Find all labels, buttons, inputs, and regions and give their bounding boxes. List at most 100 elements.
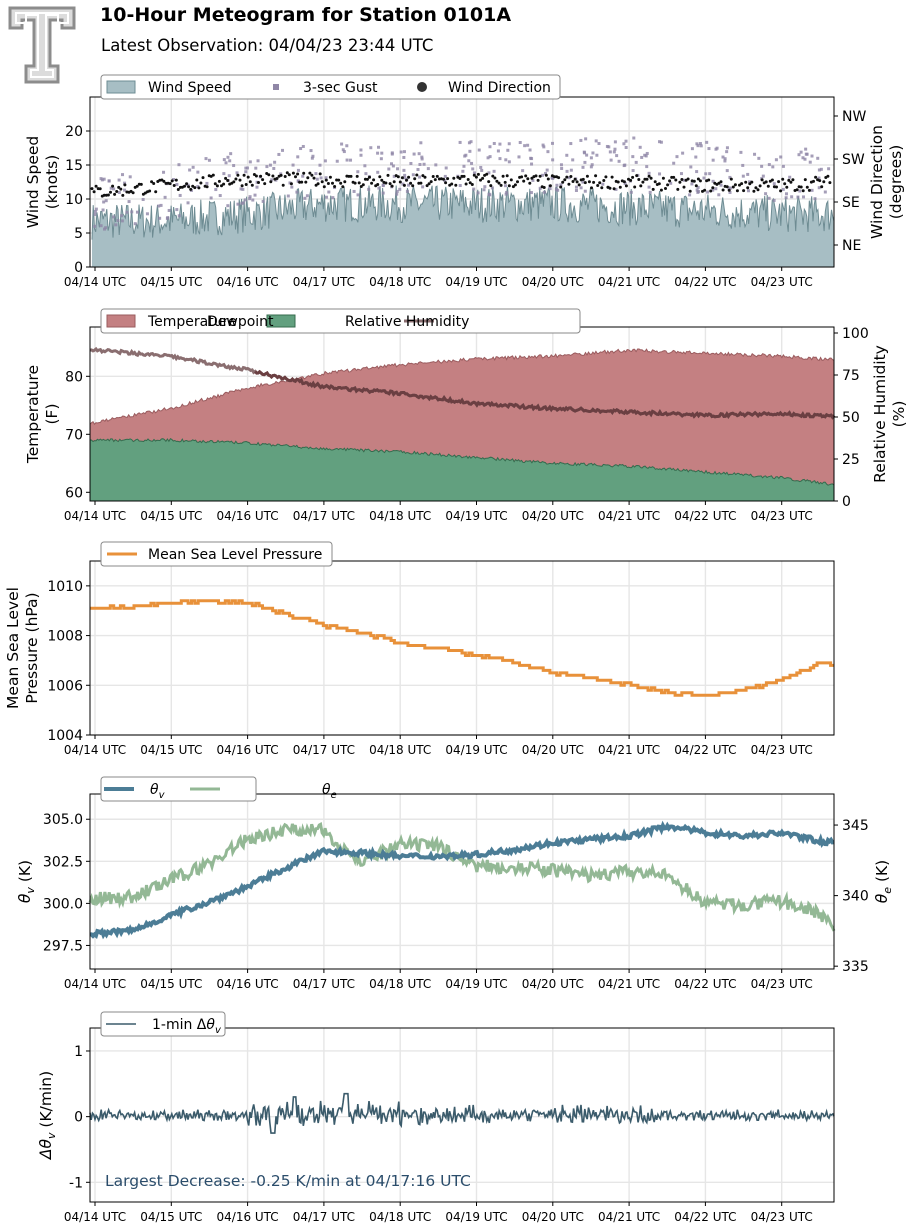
direction-point bbox=[485, 172, 489, 176]
direction-point bbox=[820, 185, 824, 189]
x-tick-label: 04/19 UTC bbox=[445, 275, 507, 289]
label-unit: (K) bbox=[16, 860, 34, 887]
gust-point bbox=[128, 175, 132, 179]
gust-point bbox=[523, 144, 527, 148]
gust-point bbox=[788, 175, 792, 179]
gust-point bbox=[102, 177, 106, 181]
gust-point bbox=[728, 175, 732, 179]
x-tick-label: 04/23 UTC bbox=[751, 509, 813, 523]
gust-point bbox=[99, 177, 103, 181]
direction-point bbox=[682, 185, 686, 189]
x-tick-label: 04/15 UTC bbox=[140, 743, 202, 757]
direction-point bbox=[304, 180, 308, 184]
gust-point bbox=[402, 168, 406, 172]
gust-point bbox=[469, 140, 473, 144]
gust-point bbox=[226, 155, 230, 159]
gust-point bbox=[363, 164, 367, 168]
direction-point bbox=[287, 173, 291, 177]
direction-point bbox=[337, 178, 341, 182]
y-tick-label: 1006 bbox=[47, 678, 83, 694]
y2-tick-label: SW bbox=[842, 152, 865, 168]
direction-point bbox=[766, 184, 770, 188]
gust-point bbox=[803, 157, 807, 161]
gust-point bbox=[407, 183, 411, 187]
direction-point bbox=[312, 176, 316, 180]
direction-point bbox=[565, 175, 569, 179]
gust-point bbox=[123, 188, 127, 192]
gust-point bbox=[395, 189, 399, 193]
direction-point bbox=[378, 175, 382, 179]
y2-tick-label: NE bbox=[842, 238, 861, 254]
gust-point bbox=[717, 193, 721, 197]
gust-point bbox=[399, 150, 403, 154]
direction-point bbox=[503, 180, 507, 184]
y-axis-label: Temperature(F) bbox=[24, 365, 61, 464]
gust-point bbox=[542, 190, 546, 194]
direction-point bbox=[583, 181, 587, 185]
legend-label: Relative Humidity bbox=[345, 314, 469, 330]
direction-point bbox=[250, 183, 254, 187]
gust-point bbox=[694, 155, 698, 159]
gust-point bbox=[672, 161, 676, 165]
gust-point bbox=[581, 180, 585, 184]
gust-point bbox=[490, 186, 494, 190]
direction-point bbox=[807, 188, 811, 192]
gust-point bbox=[477, 148, 481, 152]
gust-point bbox=[93, 209, 97, 213]
direction-point bbox=[717, 181, 721, 185]
gust-point bbox=[236, 202, 240, 206]
direction-point bbox=[240, 184, 244, 188]
gust-point bbox=[723, 159, 727, 163]
gust-point bbox=[214, 188, 218, 192]
legend-label: 1-min Δθv bbox=[152, 1017, 222, 1036]
gust-point bbox=[589, 156, 593, 160]
gust-point bbox=[517, 155, 521, 159]
panel-1: 0 5 10 15 20 NE SE SW NW 04/14 UTC 04/15 UTC 04/16 … bbox=[24, 74, 905, 289]
gust-point bbox=[256, 159, 260, 163]
direction-point bbox=[392, 180, 396, 184]
plot-border bbox=[89, 1027, 835, 1203]
direction-point bbox=[300, 180, 304, 184]
gust-point bbox=[559, 163, 563, 167]
gust-point bbox=[218, 194, 222, 198]
plot-border bbox=[89, 793, 835, 970]
direction-point bbox=[678, 180, 682, 184]
gust-point bbox=[248, 197, 252, 201]
direction-point bbox=[308, 171, 312, 175]
gust-point bbox=[377, 145, 381, 149]
direction-point bbox=[172, 184, 176, 187]
x-tick-label: 04/16 UTC bbox=[217, 509, 279, 523]
gust-point bbox=[398, 187, 402, 191]
gust-point bbox=[583, 160, 587, 164]
gust-point bbox=[531, 178, 535, 182]
gust-point bbox=[341, 148, 345, 152]
dewpoint-area bbox=[90, 438, 834, 501]
direction-point bbox=[154, 190, 158, 194]
direction-point bbox=[733, 183, 737, 187]
direction-point bbox=[176, 188, 180, 191]
direction-point bbox=[92, 190, 96, 194]
panel-5: -1 0 1 04/14 UTC 04/15 UTC 04/16 UTC 04/17 UTC… bbox=[37, 1011, 835, 1224]
gust-point bbox=[251, 198, 255, 202]
gust-point bbox=[624, 145, 628, 149]
gust-point bbox=[696, 144, 700, 148]
direction-point bbox=[740, 182, 744, 186]
gust-point bbox=[277, 152, 281, 156]
gust-point bbox=[345, 158, 349, 162]
direction-point bbox=[254, 174, 258, 178]
gust-point bbox=[757, 156, 761, 160]
gust-point bbox=[544, 171, 548, 175]
gust-point bbox=[546, 150, 550, 154]
y2-tick-label: 335 bbox=[842, 959, 869, 975]
gust-point bbox=[658, 140, 662, 144]
y-tick-label: 297.5 bbox=[43, 938, 83, 954]
gust-point bbox=[774, 158, 778, 162]
gust-point bbox=[177, 163, 181, 167]
y-tick-label: 0 bbox=[74, 1110, 83, 1126]
x-tick-label: 04/19 UTC bbox=[445, 1210, 507, 1224]
gust-point bbox=[526, 143, 530, 147]
x-tick-label: 04/19 UTC bbox=[445, 977, 507, 991]
direction-point bbox=[452, 176, 456, 180]
y-tick-label: 80 bbox=[65, 369, 83, 385]
direction-point bbox=[318, 172, 322, 176]
